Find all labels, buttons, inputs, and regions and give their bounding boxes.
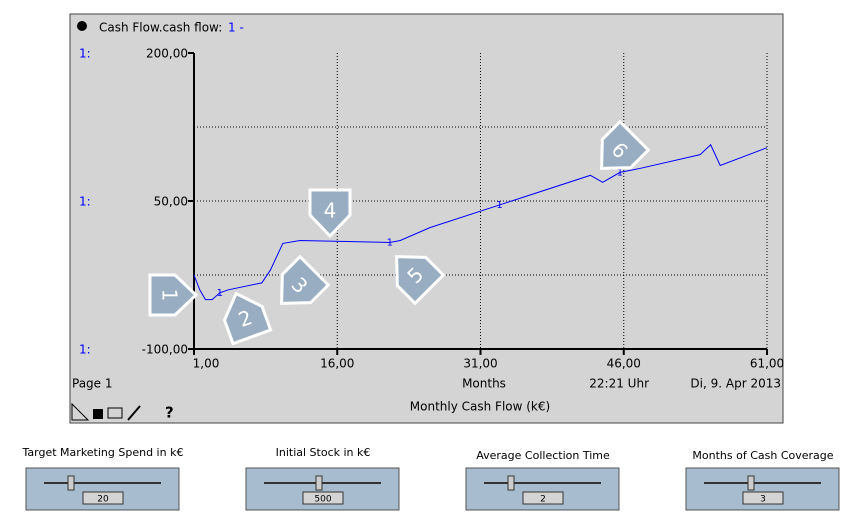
callout-arrow	[395, 255, 446, 306]
line-marker: 1	[217, 288, 223, 299]
callout-number: 1	[158, 289, 182, 302]
slider-value: 20	[97, 495, 109, 505]
callout: 4	[308, 188, 352, 239]
legend-entry[interactable]: 1 -	[228, 21, 244, 35]
slider-thumb[interactable]	[67, 475, 75, 491]
time: 22:21 Uhr	[589, 377, 649, 391]
page-label: Page 1	[72, 377, 113, 391]
toolbar: ?	[71, 402, 174, 422]
slider-value-box	[742, 491, 784, 505]
callout: 6	[600, 119, 651, 170]
slider-thumb[interactable]	[315, 475, 323, 491]
x-tick-label: 1,00	[193, 357, 220, 371]
date: Di, 9. Apr 2013	[690, 377, 781, 391]
y-tick-label: -100,00	[142, 343, 188, 357]
line-marker: 1	[617, 167, 623, 178]
y-tick-label: 50,00	[154, 195, 188, 209]
slider-label: Average Collection Time	[476, 449, 610, 462]
graph-icon	[77, 21, 87, 31]
callout: 3	[280, 254, 331, 305]
callout-arrow	[280, 254, 331, 305]
slider-value-box	[522, 491, 564, 505]
callout: 5	[395, 255, 446, 306]
callout: 1	[148, 273, 199, 317]
x-tick-label: 31,00	[463, 357, 497, 371]
slider-value-box	[82, 491, 124, 505]
callout-arrow	[148, 273, 199, 317]
callout-arrow	[308, 188, 352, 239]
axis-id: 1:	[79, 47, 91, 61]
wand-icon[interactable]	[127, 405, 141, 421]
slider-thumb[interactable]	[747, 475, 755, 491]
axis-id: 1:	[79, 195, 91, 209]
slider-value: 3	[760, 495, 766, 505]
caption: Monthly Cash Flow (k€)	[410, 400, 550, 414]
graph-panel	[69, 13, 784, 424]
x-tick-label: 46,00	[607, 357, 641, 371]
print-icon[interactable]	[107, 407, 123, 419]
slider-label: Target Marketing Spend in k€	[22, 446, 184, 459]
callout: 2	[222, 291, 273, 346]
line-marker: 1	[387, 237, 393, 248]
lock-icon[interactable]	[93, 409, 103, 419]
x-axis-label: Months	[462, 377, 506, 391]
callout-number: 4	[324, 199, 337, 223]
slider-label: Initial Stock in k€	[276, 446, 371, 459]
data-line	[193, 143, 768, 301]
slider-label: Months of Cash Coverage	[692, 449, 833, 462]
tool-icon[interactable]	[71, 402, 90, 421]
slider-value: 500	[314, 495, 331, 505]
callout-arrow	[600, 119, 651, 170]
slider-value: 2	[540, 495, 546, 505]
chart-title: Cash Flow.cash flow:	[99, 21, 222, 35]
line-marker: 1	[496, 200, 502, 211]
slider-thumb[interactable]	[507, 475, 515, 491]
help[interactable]: ?	[165, 404, 174, 422]
axis-id: 1:	[79, 343, 91, 357]
slider-value-box	[302, 491, 344, 505]
x-tick-label: 61,00	[750, 357, 784, 371]
x-tick-label: 16,00	[320, 357, 354, 371]
y-tick-label: 200,00	[146, 47, 188, 61]
callout-arrow	[222, 291, 273, 346]
